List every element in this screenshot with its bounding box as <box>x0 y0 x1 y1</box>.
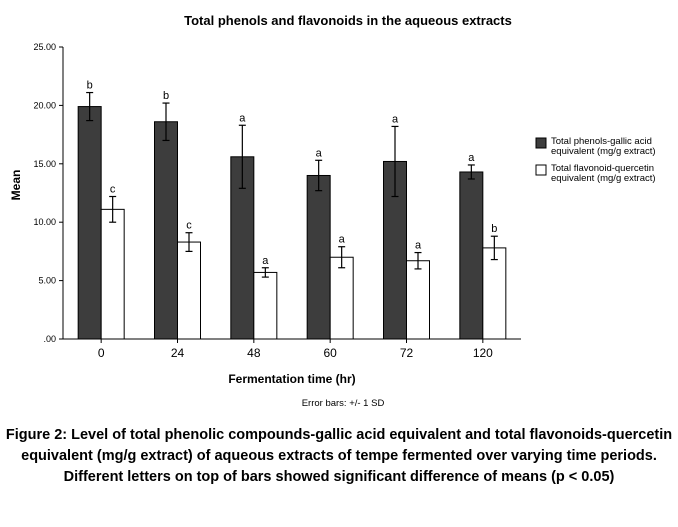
y-tick-label: 20.00 <box>33 100 56 110</box>
y-axis-label: Mean <box>9 170 23 201</box>
x-tick-label: 72 <box>400 346 414 360</box>
significance-letter: a <box>262 255 269 267</box>
bar <box>406 260 430 340</box>
bar <box>459 171 484 340</box>
x-tick-label: 60 <box>323 346 337 360</box>
bar <box>100 208 125 340</box>
x-axis-label: Fermentation time (hr) <box>228 372 355 386</box>
error-bars-note: Error bars: +/- 1 SD <box>302 398 385 409</box>
x-tick-label: 48 <box>247 346 261 360</box>
bar <box>306 174 331 340</box>
chart: Total phenols and flavonoids in the aque… <box>9 13 656 409</box>
chart-title: Total phenols and flavonoids in the aque… <box>184 13 512 28</box>
x-tick-label: 0 <box>98 346 105 360</box>
x-tick-label: 120 <box>473 346 493 360</box>
legend-label: Total phenols-gallic acid <box>551 136 652 147</box>
legend-label: Total flavonoid-quercetin <box>551 163 654 174</box>
bar <box>253 271 278 340</box>
bar <box>177 241 201 340</box>
y-tick-label: .00 <box>43 334 56 344</box>
bar <box>329 256 354 340</box>
legend-swatch <box>535 137 547 149</box>
legend-swatch <box>535 164 547 176</box>
significance-letter: a <box>392 113 399 125</box>
y-tick-label: 25.00 <box>33 42 56 52</box>
significance-letter: a <box>339 234 346 246</box>
legend-label: equivalent (mg/g extract) <box>551 146 656 157</box>
legend-label: equivalent (mg/g extract) <box>551 173 656 184</box>
significance-letter: a <box>415 240 422 252</box>
plot-area: .00 5.00 10.00 15.00 20.00 25.00 0 b c 24 b c 48 a a 60… <box>33 42 521 360</box>
significance-letter: a <box>468 152 475 164</box>
significance-letter: c <box>186 220 192 232</box>
y-tick-label: 10.00 <box>33 217 56 227</box>
y-tick-label: 15.00 <box>33 159 56 169</box>
significance-letter: b <box>87 80 93 92</box>
significance-letter: b <box>163 90 169 102</box>
bar <box>154 121 178 340</box>
figure-caption: Figure 2: Level of total phenolic compou… <box>5 427 673 485</box>
bar <box>77 106 102 340</box>
y-tick-label: 5.00 <box>38 276 56 286</box>
significance-letter: c <box>110 184 116 196</box>
bar <box>482 247 507 340</box>
significance-letter: a <box>316 147 323 159</box>
x-tick-label: 24 <box>171 346 185 360</box>
significance-letter: b <box>491 223 497 235</box>
significance-letter: a <box>239 112 246 124</box>
